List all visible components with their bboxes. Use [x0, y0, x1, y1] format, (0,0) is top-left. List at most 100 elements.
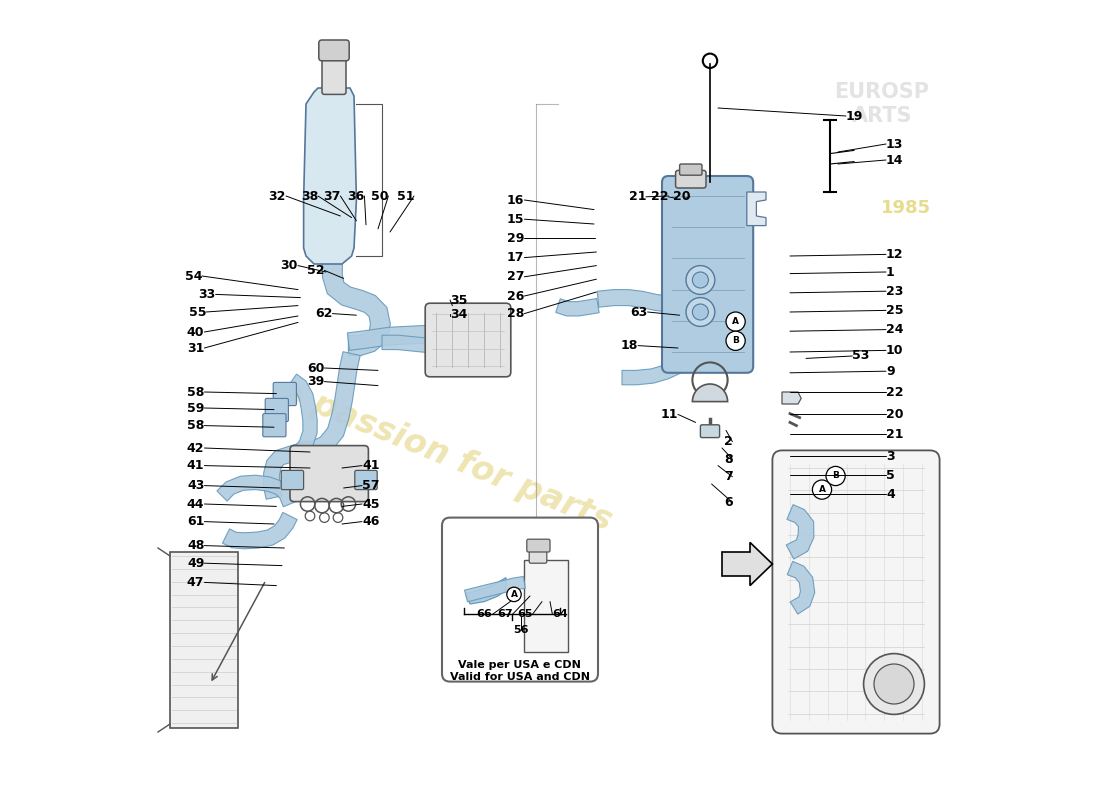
Text: 8: 8: [724, 453, 733, 466]
Text: 5: 5: [886, 469, 894, 482]
Polygon shape: [786, 505, 814, 559]
Polygon shape: [288, 374, 317, 456]
Circle shape: [692, 304, 708, 320]
Text: Valid for USA and CDN: Valid for USA and CDN: [450, 672, 590, 682]
Text: 51: 51: [396, 190, 414, 202]
FancyBboxPatch shape: [355, 470, 377, 490]
Circle shape: [686, 266, 715, 294]
Circle shape: [726, 312, 745, 331]
Text: 16: 16: [507, 194, 525, 206]
Text: 60: 60: [307, 362, 324, 374]
Text: 36: 36: [348, 190, 364, 202]
Text: 19: 19: [846, 110, 864, 122]
Text: 18: 18: [620, 339, 638, 352]
FancyBboxPatch shape: [680, 164, 702, 175]
FancyBboxPatch shape: [675, 170, 706, 188]
Polygon shape: [299, 352, 360, 460]
Text: 59: 59: [187, 402, 205, 414]
Text: 17: 17: [507, 251, 525, 264]
Polygon shape: [382, 335, 431, 353]
FancyBboxPatch shape: [273, 382, 296, 406]
Polygon shape: [304, 88, 356, 264]
Polygon shape: [722, 542, 772, 586]
Text: 7: 7: [724, 470, 733, 483]
Polygon shape: [222, 513, 297, 549]
FancyBboxPatch shape: [426, 303, 510, 377]
Text: 45: 45: [362, 498, 380, 510]
Polygon shape: [264, 443, 303, 499]
Text: 6: 6: [724, 496, 733, 509]
Text: 15: 15: [507, 213, 525, 226]
FancyBboxPatch shape: [282, 470, 304, 490]
Text: 37: 37: [323, 190, 340, 202]
Circle shape: [692, 272, 708, 288]
Text: 53: 53: [852, 350, 870, 362]
Circle shape: [813, 480, 832, 499]
Text: 10: 10: [886, 344, 903, 357]
Text: 21: 21: [628, 190, 646, 203]
Polygon shape: [322, 262, 390, 355]
Text: 9: 9: [886, 365, 894, 378]
FancyBboxPatch shape: [290, 446, 369, 502]
Text: 58: 58: [187, 419, 205, 432]
Text: A: A: [733, 317, 739, 326]
Text: 48: 48: [187, 539, 205, 552]
FancyBboxPatch shape: [701, 425, 719, 438]
Text: 25: 25: [886, 304, 903, 317]
Wedge shape: [692, 384, 727, 402]
Text: 20: 20: [886, 408, 903, 421]
Text: 1985: 1985: [881, 199, 931, 217]
Text: 55: 55: [188, 306, 206, 318]
Circle shape: [686, 298, 715, 326]
Text: 62: 62: [315, 307, 332, 320]
Circle shape: [726, 331, 745, 350]
Text: A: A: [510, 590, 517, 599]
Text: 46: 46: [362, 515, 380, 528]
Text: 41: 41: [362, 459, 380, 472]
Text: 21: 21: [886, 428, 903, 441]
Polygon shape: [466, 578, 506, 604]
Text: 13: 13: [886, 138, 903, 150]
Circle shape: [507, 587, 521, 602]
Text: 35: 35: [450, 294, 468, 306]
FancyBboxPatch shape: [263, 414, 286, 437]
Text: 31: 31: [187, 342, 205, 354]
Text: B: B: [833, 471, 839, 481]
Text: 14: 14: [886, 154, 903, 166]
FancyBboxPatch shape: [322, 54, 346, 94]
FancyBboxPatch shape: [265, 398, 288, 422]
Text: 24: 24: [886, 323, 903, 336]
Text: 64: 64: [552, 610, 568, 619]
Text: 11: 11: [660, 408, 678, 421]
FancyBboxPatch shape: [442, 518, 598, 682]
FancyBboxPatch shape: [527, 539, 550, 552]
Polygon shape: [782, 392, 801, 404]
Text: 56: 56: [514, 625, 529, 634]
Text: 57: 57: [362, 479, 380, 492]
Text: Vale per USA e CDN: Vale per USA e CDN: [459, 660, 581, 670]
Polygon shape: [217, 475, 297, 506]
Polygon shape: [597, 290, 670, 312]
FancyBboxPatch shape: [319, 40, 349, 61]
Text: 2: 2: [724, 435, 733, 448]
Text: 52: 52: [307, 264, 324, 277]
Text: 38: 38: [300, 190, 318, 202]
Text: 42: 42: [187, 442, 205, 454]
FancyBboxPatch shape: [772, 450, 939, 734]
Text: 29: 29: [507, 232, 525, 245]
Text: a passion for parts: a passion for parts: [276, 374, 616, 538]
Text: 32: 32: [268, 190, 286, 202]
FancyBboxPatch shape: [525, 560, 569, 652]
Text: 4: 4: [886, 488, 894, 501]
Text: 65: 65: [517, 610, 532, 619]
Text: 23: 23: [886, 285, 903, 298]
Text: 28: 28: [507, 307, 525, 320]
Text: 41: 41: [187, 459, 205, 472]
Text: 44: 44: [187, 498, 205, 510]
Text: 47: 47: [187, 576, 205, 589]
Text: 54: 54: [185, 270, 202, 282]
Text: 39: 39: [307, 375, 324, 388]
Text: 26: 26: [507, 290, 525, 302]
Polygon shape: [348, 326, 466, 350]
Circle shape: [864, 654, 924, 714]
